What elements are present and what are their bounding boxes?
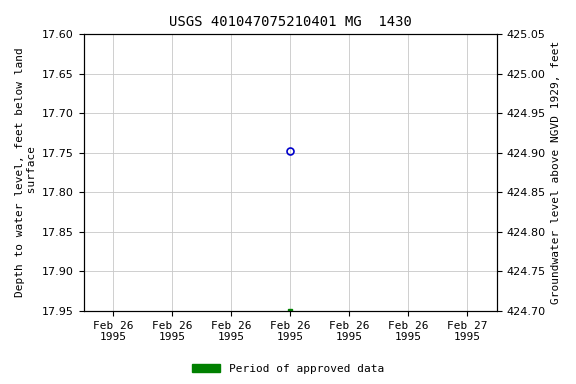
Title: USGS 401047075210401 MG  1430: USGS 401047075210401 MG 1430 [169,15,412,29]
Legend: Period of approved data: Period of approved data [188,359,388,379]
Y-axis label: Depth to water level, feet below land
 surface: Depth to water level, feet below land su… [15,48,37,298]
Y-axis label: Groundwater level above NGVD 1929, feet: Groundwater level above NGVD 1929, feet [551,41,561,304]
